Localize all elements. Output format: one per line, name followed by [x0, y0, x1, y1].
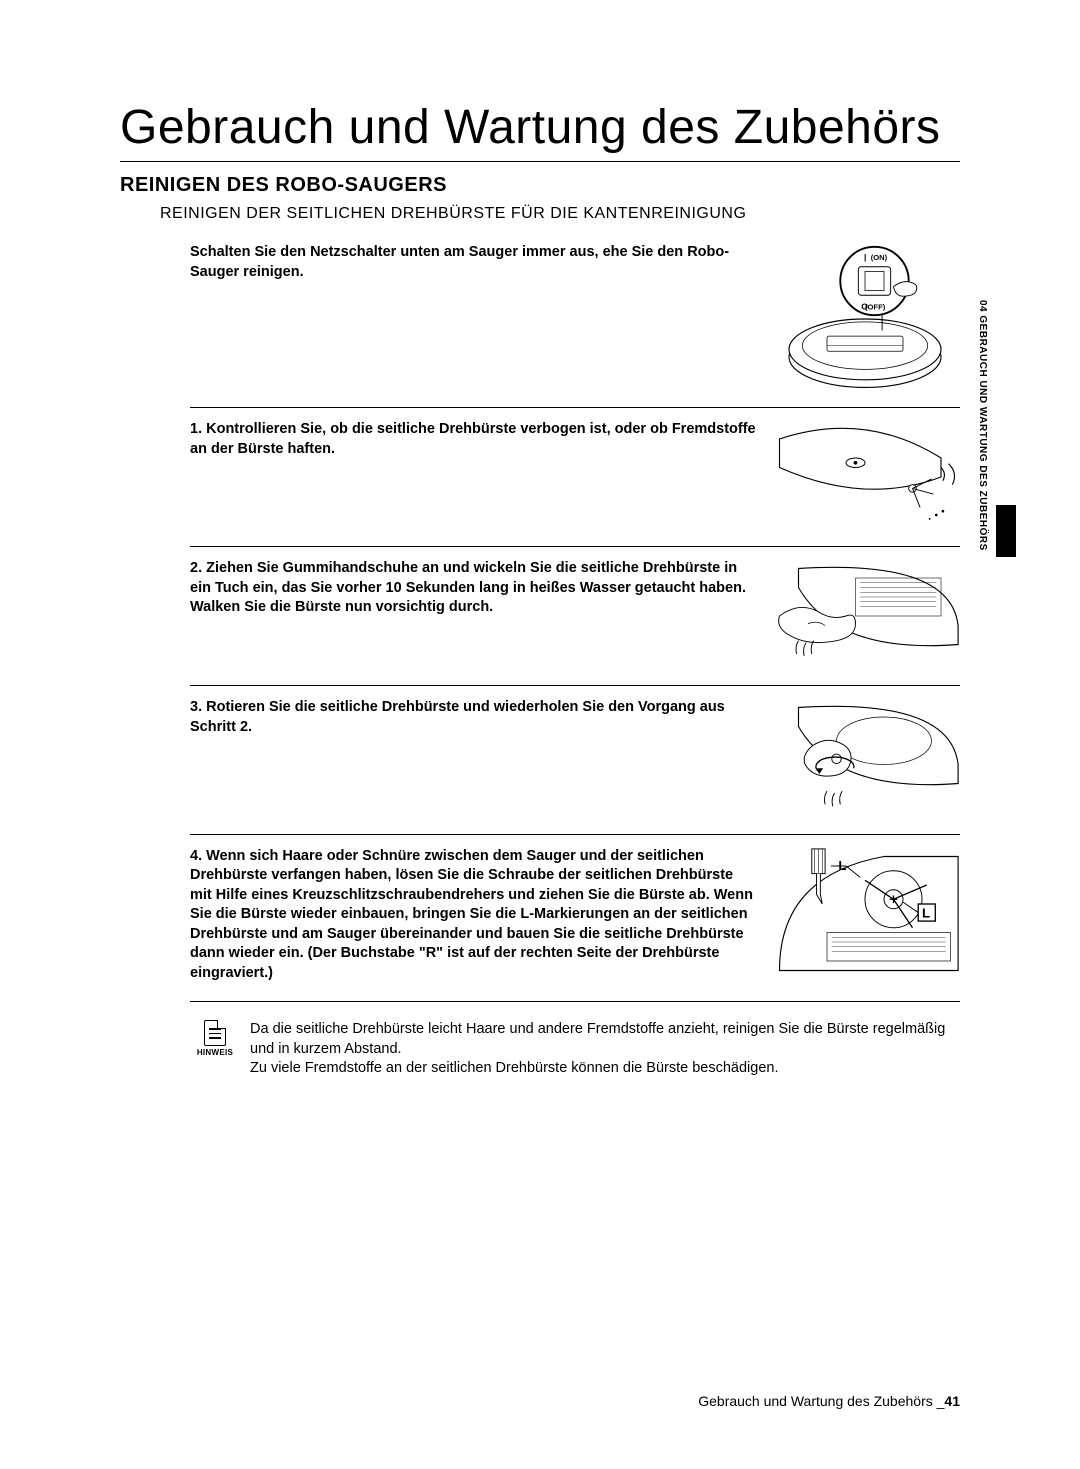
svg-text:|: |: [864, 252, 866, 262]
manual-page: Gebrauch und Wartung des Zubehörs REINIG…: [0, 0, 1080, 1469]
page-footer: Gebrauch und Wartung des Zubehörs _41: [698, 1393, 960, 1409]
step-2-text: 2. Ziehen Sie Gummihandschuhe an und wic…: [190, 559, 756, 618]
step-1: 1. Kontrollieren Sie, ob die seitliche D…: [190, 420, 960, 547]
step-3-illustration: [770, 698, 960, 822]
chapter-title: Gebrauch und Wartung des Zubehörs: [120, 100, 960, 162]
step-4: 4. Wenn sich Haare oder Schnüre zwischen…: [190, 847, 960, 1003]
step-4-text: 4. Wenn sich Haare oder Schnüre zwischen…: [190, 847, 756, 984]
step-3: 3. Rotieren Sie die seitliche Drehbürste…: [190, 698, 960, 835]
step-3-text: 3. Rotieren Sie die seitliche Drehbürste…: [190, 698, 756, 737]
note-line-1: Da die seitliche Drehbürste leicht Haare…: [250, 1020, 960, 1059]
intro-illustration: (ON) (OFF) | O: [770, 243, 960, 395]
step-1-illustration: [770, 420, 960, 534]
page-number: 41: [944, 1393, 960, 1409]
note-icon: [204, 1020, 226, 1046]
step-2: 2. Ziehen Sie Gummihandschuhe an und wic…: [190, 559, 960, 686]
svg-text:O: O: [861, 302, 868, 312]
svg-text:L: L: [922, 905, 930, 920]
off-label: (OFF): [865, 303, 886, 312]
note-label: HINWEIS: [197, 1048, 233, 1059]
side-tab: 04 GEBRAUCH UND WARTUNG DES ZUBEHÖRS: [977, 300, 988, 551]
intro-text: Schalten Sie den Netzschalter unten am S…: [190, 243, 756, 282]
note-text: Da die seitliche Drehbürste leicht Haare…: [250, 1020, 960, 1079]
step-4-illustration: L L: [770, 847, 960, 990]
side-tab-marker: [996, 505, 1016, 557]
step-1-text: 1. Kontrollieren Sie, ob die seitliche D…: [190, 420, 756, 459]
svg-text:L: L: [838, 857, 846, 872]
on-label: (ON): [871, 253, 888, 262]
subsection-title: REINIGEN DER SEITLICHEN DREHBÜRSTE FÜR D…: [160, 205, 960, 223]
intro-block: Schalten Sie den Netzschalter unten am S…: [190, 243, 960, 408]
footer-text: Gebrauch und Wartung des Zubehörs _: [698, 1393, 944, 1409]
note-label-col: HINWEIS: [190, 1020, 240, 1079]
section-title: REINIGEN DES ROBO-SAUGERS: [120, 174, 960, 197]
step-2-illustration: [770, 559, 960, 673]
note-line-2: Zu viele Fremdstoffe an der seitlichen D…: [250, 1059, 960, 1079]
note-block: HINWEIS Da die seitliche Drehbürste leic…: [190, 1020, 960, 1079]
